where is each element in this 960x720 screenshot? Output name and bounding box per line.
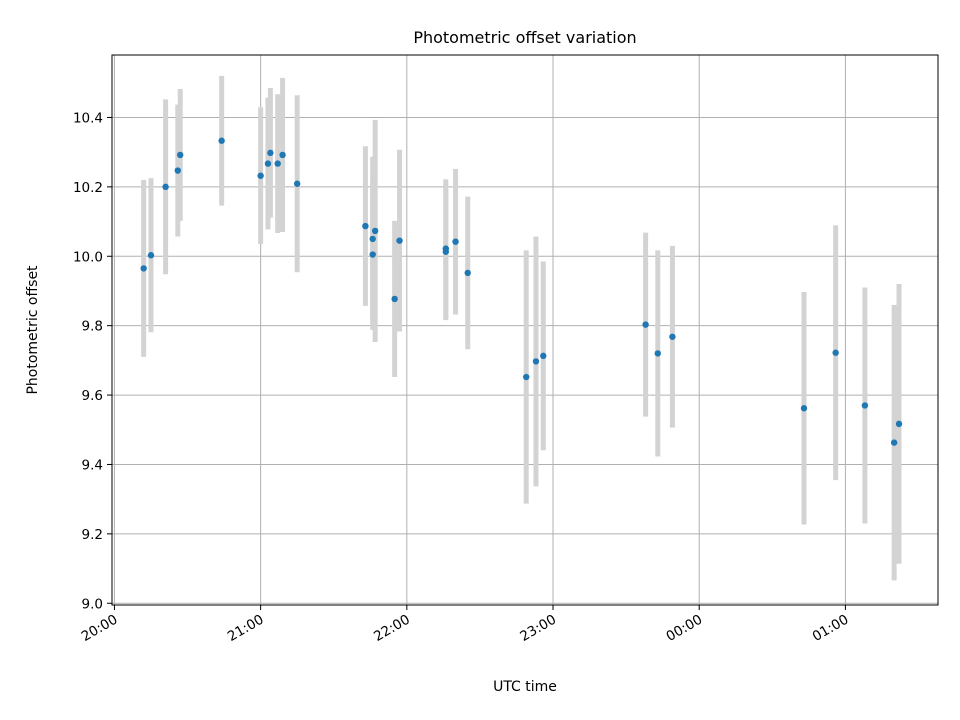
data-point [147, 252, 155, 259]
y-tick-label: 9.8 [82, 319, 103, 335]
data-point [442, 245, 450, 252]
data-point [890, 439, 898, 446]
data-point [264, 160, 272, 167]
data-point [369, 251, 376, 258]
data-point [642, 321, 649, 328]
y-tick-label: 9.6 [82, 388, 103, 404]
data-point [391, 295, 398, 303]
data-point [257, 172, 264, 179]
data-point [669, 333, 676, 340]
data-point [369, 235, 376, 243]
data-point [464, 269, 471, 277]
data-point [279, 151, 286, 159]
data-point [274, 160, 281, 167]
y-tick-label: 9.4 [82, 457, 103, 473]
data-point [654, 350, 661, 357]
y-tick-label: 10.2 [73, 180, 103, 196]
y-tick-label: 10.0 [73, 249, 103, 265]
y-axis-label: Photometric offset [25, 265, 41, 395]
data-point [218, 137, 225, 144]
data-point [832, 349, 839, 356]
plot-frame [111, 54, 939, 606]
data-point [162, 183, 169, 191]
data-point [396, 237, 403, 244]
data-point [267, 149, 274, 157]
data-point [895, 420, 903, 428]
data-point [800, 405, 808, 412]
data-point [177, 151, 184, 159]
chart-title: Photometric offset variation [413, 28, 636, 47]
data-point [140, 265, 147, 272]
x-axis-label: UTC time [493, 679, 557, 695]
data-points [140, 137, 903, 446]
y-tick-label: 9.0 [82, 596, 103, 612]
data-point [362, 222, 369, 230]
y-tick-label: 9.2 [82, 527, 103, 543]
data-point [293, 180, 301, 187]
data-point [540, 352, 547, 360]
y-tick-label: 10.4 [73, 110, 103, 126]
data-point [523, 373, 530, 381]
data-point [452, 238, 459, 245]
data-point [861, 402, 869, 409]
data-point [174, 167, 181, 174]
data-point [532, 358, 540, 365]
data-point [371, 227, 379, 235]
